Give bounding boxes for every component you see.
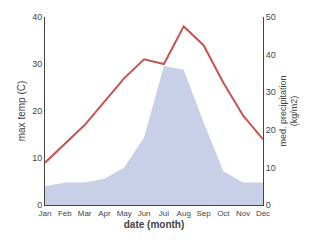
svg-text:30: 30 bbox=[32, 59, 42, 69]
svg-text:Jun: Jun bbox=[138, 209, 151, 218]
svg-text:med. precipitation(kg/m2): med. precipitation(kg/m2) bbox=[278, 75, 300, 146]
svg-text:Apr: Apr bbox=[98, 209, 111, 218]
svg-text:20: 20 bbox=[266, 125, 276, 135]
svg-text:50: 50 bbox=[266, 12, 276, 22]
svg-text:Mar: Mar bbox=[78, 209, 92, 218]
svg-text:Sep: Sep bbox=[196, 209, 211, 218]
svg-text:Jan: Jan bbox=[39, 209, 52, 218]
svg-text:30: 30 bbox=[266, 87, 276, 97]
svg-text:Aug: Aug bbox=[177, 209, 191, 218]
svg-text:0: 0 bbox=[266, 200, 271, 210]
svg-text:10: 10 bbox=[266, 163, 276, 173]
svg-text:date (month): date (month) bbox=[124, 219, 185, 230]
svg-text:Jul: Jul bbox=[159, 209, 169, 218]
svg-text:40: 40 bbox=[32, 12, 42, 22]
svg-text:10: 10 bbox=[32, 153, 42, 163]
svg-text:20: 20 bbox=[32, 106, 42, 116]
svg-text:max temp (C): max temp (C) bbox=[16, 81, 27, 142]
svg-text:40: 40 bbox=[266, 50, 276, 60]
svg-text:0: 0 bbox=[37, 200, 42, 210]
svg-text:Dec: Dec bbox=[256, 209, 270, 218]
svg-text:Feb: Feb bbox=[58, 209, 72, 218]
svg-text:May: May bbox=[117, 209, 132, 218]
svg-text:Oct: Oct bbox=[217, 209, 230, 218]
svg-text:Nov: Nov bbox=[236, 209, 250, 218]
